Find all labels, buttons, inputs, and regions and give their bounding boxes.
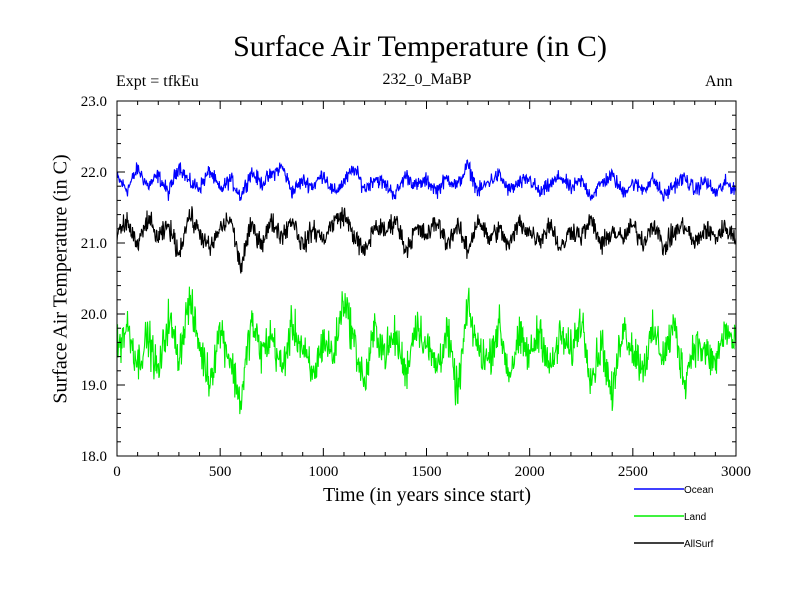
experiment-label: Expt = tfkEu <box>116 73 199 90</box>
axis-tick-labels: 0 500 1000 1500 2000 2500 3000 18.0 19.0 20.0 21.0… <box>81 94 751 480</box>
axis-ticks <box>116 100 737 457</box>
legend: Ocean Land AllSurf <box>634 485 714 550</box>
x-tick-label: 1000 <box>308 464 338 480</box>
x-tick-label: 3000 <box>721 464 751 480</box>
legend-label-ocean: Ocean <box>684 485 713 496</box>
series-layer <box>116 159 737 415</box>
plot-frame <box>116 100 737 457</box>
season-label: Ann <box>705 73 733 90</box>
series-line-allsurf <box>116 206 737 274</box>
x-tick-label: 1500 <box>412 464 442 480</box>
y-tick-label: 20.0 <box>81 307 107 323</box>
x-tick-label: 500 <box>209 464 232 480</box>
x-tick-label: 2500 <box>618 464 648 480</box>
y-tick-label: 19.0 <box>81 378 107 394</box>
y-tick-label: 23.0 <box>81 94 107 110</box>
y-tick-label: 18.0 <box>81 449 107 465</box>
legend-label-land: Land <box>684 512 706 523</box>
chart-subtitle: 232_0_MaBP <box>382 71 472 88</box>
series-line-land <box>116 286 737 415</box>
x-tick-label: 0 <box>113 464 121 480</box>
y-tick-label: 21.0 <box>81 236 107 252</box>
y-tick-label: 22.0 <box>81 165 107 181</box>
legend-label-allsurf: AllSurf <box>684 539 714 550</box>
series-line-ocean <box>116 159 737 202</box>
chart-title: Surface Air Temperature (in C) <box>233 30 607 63</box>
x-tick-label: 2000 <box>515 464 545 480</box>
x-axis-title: Time (in years since start) <box>322 484 532 506</box>
